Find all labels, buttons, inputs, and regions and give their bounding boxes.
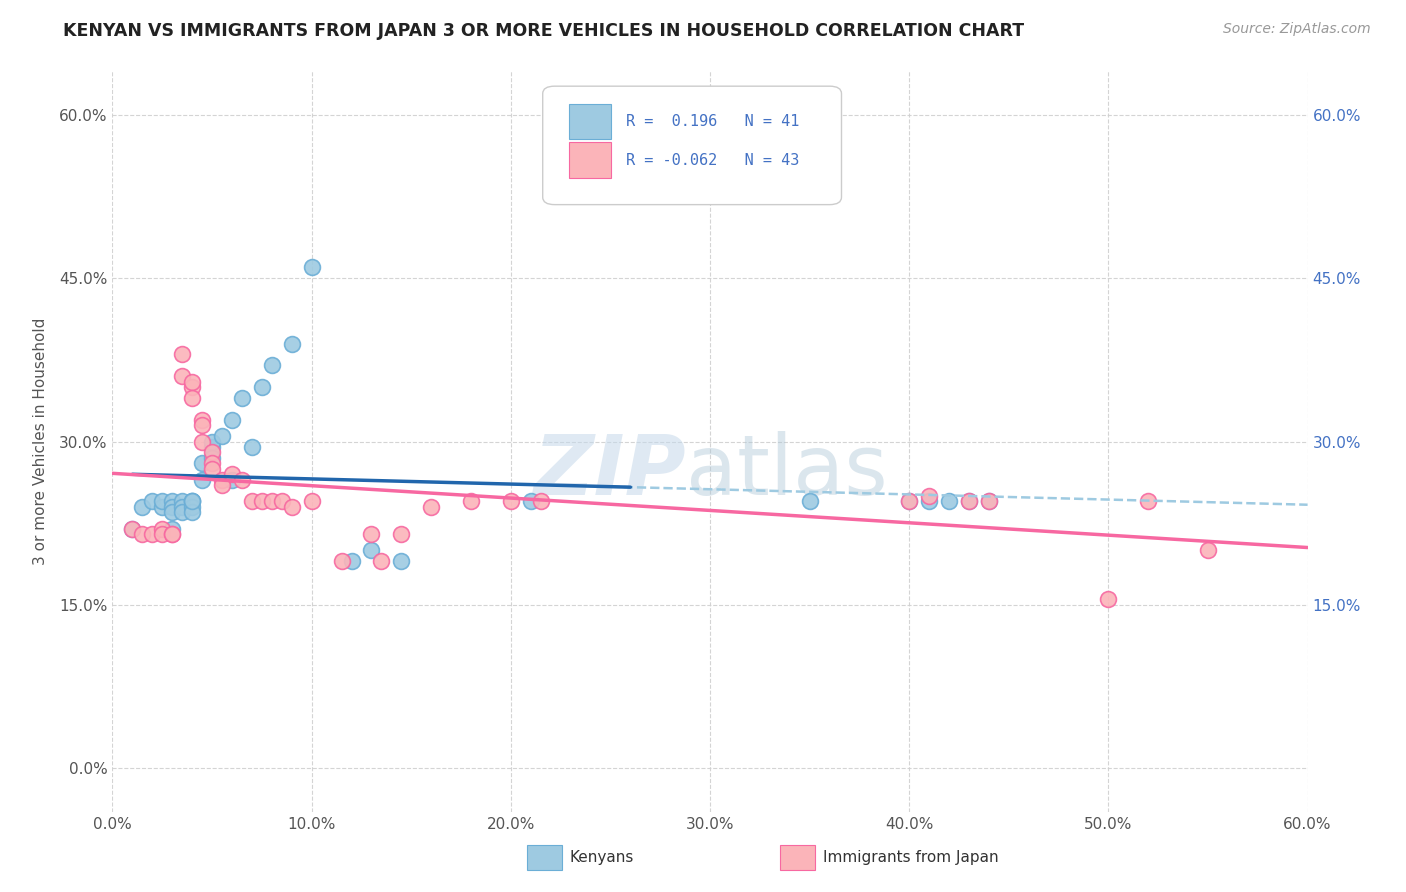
Point — [172, 500, 194, 514]
Point — [281, 500, 304, 514]
Point — [977, 494, 1000, 508]
Point — [918, 494, 941, 508]
Y-axis label: 3 or more Vehicles in Household: 3 or more Vehicles in Household — [32, 318, 48, 566]
Point — [389, 527, 412, 541]
Point — [201, 445, 224, 459]
Point — [221, 473, 243, 487]
Point — [201, 440, 224, 454]
Point — [957, 494, 980, 508]
Point — [211, 429, 233, 443]
Point — [250, 380, 273, 394]
Text: ZIP: ZIP — [533, 431, 686, 512]
Point — [181, 380, 204, 394]
Point — [1097, 592, 1119, 607]
Point — [420, 500, 443, 514]
Text: atlas: atlas — [686, 431, 887, 512]
Point — [181, 494, 204, 508]
Point — [141, 527, 163, 541]
Point — [211, 473, 233, 487]
Point — [162, 527, 183, 541]
Point — [162, 505, 183, 519]
Point — [150, 494, 173, 508]
Point — [201, 456, 224, 470]
Point — [260, 359, 283, 373]
Point — [938, 494, 960, 508]
Point — [191, 473, 214, 487]
Point — [162, 527, 183, 541]
Point — [231, 391, 253, 405]
Point — [172, 505, 194, 519]
FancyBboxPatch shape — [569, 104, 610, 139]
Point — [360, 543, 382, 558]
Point — [121, 522, 143, 536]
Point — [270, 494, 292, 508]
Text: R =  0.196   N = 41: R = 0.196 N = 41 — [627, 114, 800, 129]
Point — [181, 494, 204, 508]
Point — [191, 413, 214, 427]
Point — [191, 456, 214, 470]
Point — [162, 500, 183, 514]
Point — [162, 522, 183, 536]
Point — [1137, 494, 1160, 508]
Point — [191, 434, 214, 449]
Point — [957, 494, 980, 508]
Point — [301, 260, 323, 275]
Point — [799, 494, 821, 508]
Point — [530, 494, 553, 508]
Point — [977, 494, 1000, 508]
FancyBboxPatch shape — [543, 87, 842, 204]
Point — [898, 494, 921, 508]
Point — [141, 494, 163, 508]
Text: Kenyans: Kenyans — [569, 850, 634, 864]
Point — [221, 467, 243, 482]
Point — [260, 494, 283, 508]
Point — [898, 494, 921, 508]
Point — [520, 494, 543, 508]
FancyBboxPatch shape — [569, 143, 610, 178]
Point — [162, 494, 183, 508]
Point — [181, 375, 204, 389]
Point — [221, 413, 243, 427]
Point — [240, 440, 263, 454]
Point — [131, 500, 153, 514]
Point — [389, 554, 412, 568]
Point — [1197, 543, 1219, 558]
Point — [150, 500, 173, 514]
Text: Source: ZipAtlas.com: Source: ZipAtlas.com — [1223, 22, 1371, 37]
Point — [201, 434, 224, 449]
Point — [250, 494, 273, 508]
Text: Immigrants from Japan: Immigrants from Japan — [823, 850, 998, 864]
Point — [181, 494, 204, 508]
Point — [460, 494, 482, 508]
Point — [340, 554, 363, 568]
Point — [150, 527, 173, 541]
Text: R = -0.062   N = 43: R = -0.062 N = 43 — [627, 153, 800, 168]
Point — [330, 554, 353, 568]
Point — [172, 369, 194, 384]
Point — [191, 418, 214, 433]
Point — [201, 462, 224, 476]
Text: KENYAN VS IMMIGRANTS FROM JAPAN 3 OR MORE VEHICLES IN HOUSEHOLD CORRELATION CHAR: KENYAN VS IMMIGRANTS FROM JAPAN 3 OR MOR… — [63, 22, 1025, 40]
Point — [172, 494, 194, 508]
Point — [131, 527, 153, 541]
Point — [181, 500, 204, 514]
Point — [918, 489, 941, 503]
Point — [499, 494, 522, 508]
Point — [121, 522, 143, 536]
Point — [301, 494, 323, 508]
Point — [181, 391, 204, 405]
Point — [281, 336, 304, 351]
Point — [201, 450, 224, 465]
Point — [181, 505, 204, 519]
Point — [240, 494, 263, 508]
Point — [370, 554, 392, 568]
Point — [172, 347, 194, 361]
Point — [360, 527, 382, 541]
Point — [150, 522, 173, 536]
Point — [211, 478, 233, 492]
Point — [231, 473, 253, 487]
